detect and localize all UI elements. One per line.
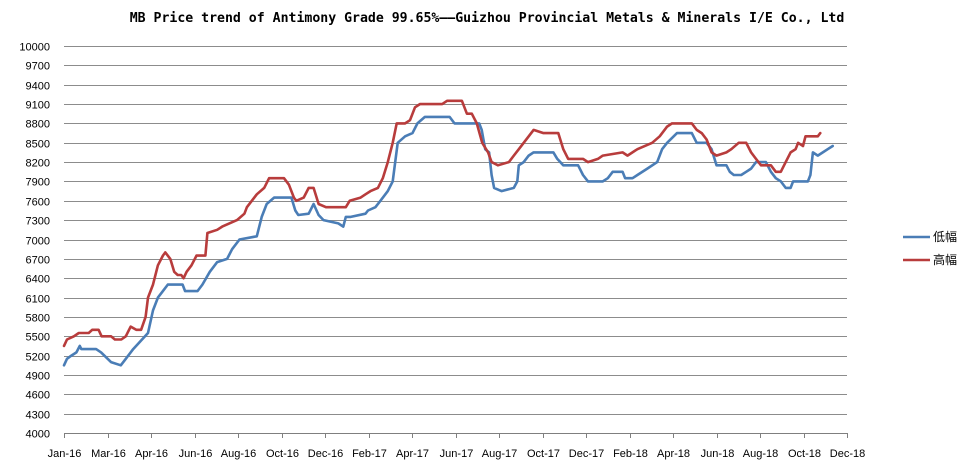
y-axis: 4000 4300 4600 4900 5200 5500 5800 6100 6400 6700… [19,42,50,441]
y-tick-label: 10000 [19,42,50,54]
y-tick-label: 5500 [26,332,50,344]
x-tick-label: Oct-17 [527,448,560,460]
x-tick-label: Apr-16 [135,448,168,460]
plot-area [62,99,835,367]
y-tick-label: 5200 [26,352,50,364]
x-axis: Jan-16 Mar-16 Apr-16 Jun-16 Aug-16 Oct-16 Dec-… [48,433,865,460]
x-tick-label: Dec-18 [830,448,865,460]
x-tick-label: Jan-16 [48,448,82,460]
y-tick-label: 7600 [26,197,50,209]
x-tick-label: Oct-16 [266,448,299,460]
x-tick-label: Jun-18 [701,448,735,460]
x-tick-label: Dec-16 [308,448,343,460]
gridlines [64,46,847,434]
y-tick-label: 7000 [26,236,50,248]
y-tick-label: 8500 [26,139,50,151]
x-tick-label: Mar-16 [91,448,126,460]
series-line-high [62,99,822,348]
legend-item-low: 低幅 [903,229,957,244]
legend-label-low: 低幅 [933,229,957,244]
x-tick-label: Jun-16 [179,448,213,460]
chart-title: MB Price trend of Antimony Grade 99.65%—… [130,10,845,26]
legend-item-high: 高幅 [903,252,957,267]
series-line-low [62,115,835,367]
y-tick-label: 5800 [26,313,50,325]
x-tick-label: Apr-18 [657,448,690,460]
y-tick-label: 4300 [26,410,50,422]
y-tick-label: 6400 [26,274,50,286]
x-tick-label: Aug-16 [221,448,256,460]
y-tick-label: 9400 [26,81,50,93]
legend-label-high: 高幅 [933,252,957,267]
x-tick-label: Oct-18 [788,448,821,460]
x-tick-label: Jun-17 [440,448,474,460]
y-tick-label: 4000 [26,429,50,441]
x-tick-label: Aug-17 [482,448,517,460]
x-tick-label: Feb-17 [352,448,387,460]
y-tick-label: 9100 [26,100,50,112]
x-tick-label: Apr-17 [396,448,429,460]
y-tick-label: 6100 [26,294,50,306]
y-tick-label: 4600 [26,390,50,402]
x-tick-label: Dec-17 [569,448,604,460]
y-tick-label: 9700 [26,61,50,73]
x-tick-label: Aug-18 [743,448,778,460]
y-tick-label: 7900 [26,177,50,189]
legend: 低幅 高幅 [903,229,957,267]
y-tick-label: 7300 [26,216,50,228]
y-tick-label: 4900 [26,371,50,383]
x-tick-label: Feb-18 [613,448,648,460]
y-tick-label: 8800 [26,119,50,131]
y-tick-label: 8200 [26,158,50,170]
y-tick-label: 6700 [26,255,50,267]
